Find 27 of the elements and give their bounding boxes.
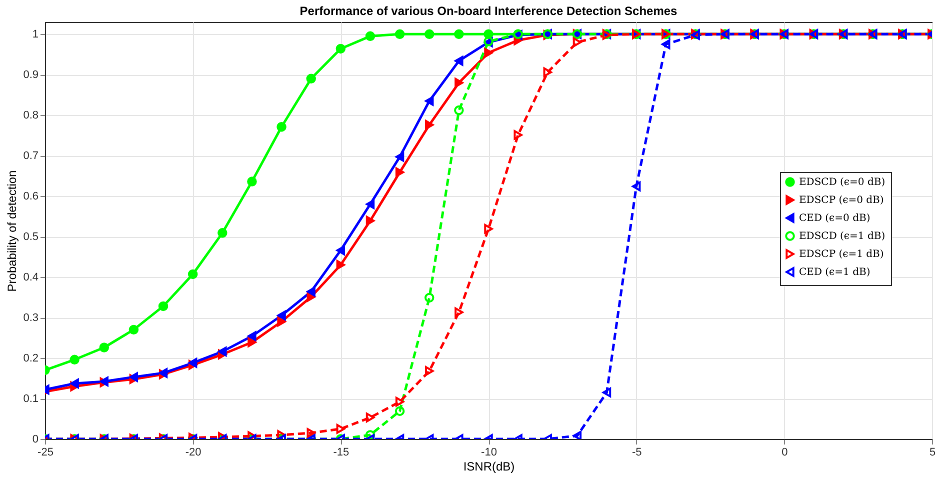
x-axis-title: ISNR(dB) — [463, 460, 515, 474]
y-axis-title: Probability of detection — [5, 170, 20, 292]
y-tick-label: 0.8 — [23, 110, 38, 122]
y-tick-label: 0.7 — [23, 150, 38, 162]
legend-label: EDSCD (ϵ=0 dB) — [799, 177, 886, 188]
chart-title: Performance of various On-board Interference Detection Schemes — [300, 4, 678, 18]
y-tick-label: 0.1 — [23, 393, 38, 406]
y-tick-label: 0.2 — [23, 352, 38, 365]
x-tick-label: -15 — [333, 446, 350, 458]
legend-label: CED (ϵ=1 dB) — [799, 267, 870, 278]
y-tick-label: 0 — [32, 434, 38, 446]
x-tick-label: 5 — [929, 446, 936, 458]
y-tick-label: 0.3 — [23, 312, 38, 324]
legend-label: CED (ϵ=0 dB) — [799, 213, 870, 224]
x-tick-label: -5 — [632, 446, 642, 458]
x-tick-label: 0 — [782, 446, 788, 458]
legend-label: EDSCD (ϵ=1 dB) — [799, 231, 886, 242]
legend-label: EDSCP (ϵ=1 dB) — [799, 249, 884, 260]
y-tick-label: 0.6 — [23, 190, 38, 203]
x-tick-label: -10 — [481, 446, 497, 458]
x-tick-label: -20 — [185, 446, 202, 458]
y-tick-label: 0.5 — [23, 231, 38, 244]
y-tick-label: 0.9 — [23, 69, 38, 82]
x-tick-label: -25 — [38, 446, 54, 458]
y-tick-label: 0.4 — [23, 272, 38, 284]
legend-label: EDSCP (ϵ=0 dB) — [799, 195, 884, 206]
y-tick-label: 1 — [32, 28, 38, 41]
